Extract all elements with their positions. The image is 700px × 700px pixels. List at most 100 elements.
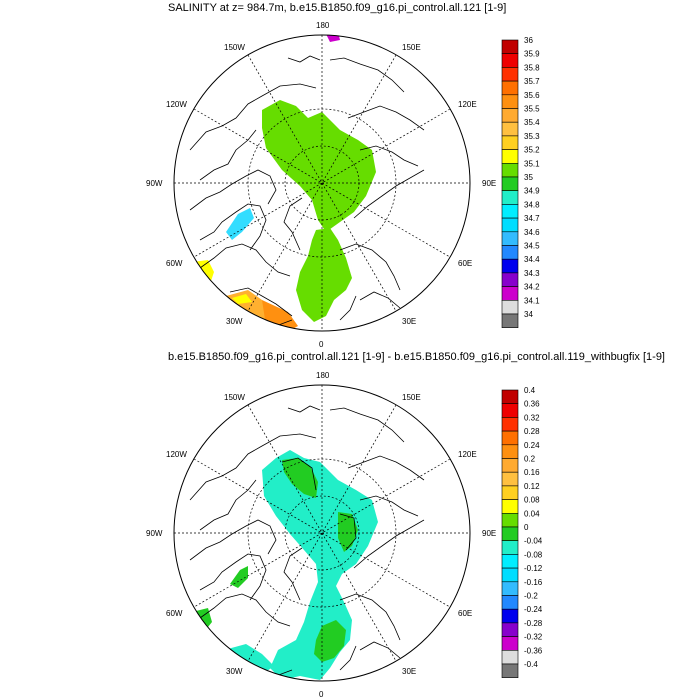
colorbar-swatch xyxy=(501,403,519,418)
colorbar-label: -0.24 xyxy=(524,605,543,614)
colorbar-swatch xyxy=(501,444,519,459)
colorbar-swatch xyxy=(501,417,519,432)
longitude-labels: 180 150W 150E 120W 120E 90W 90E 60W 60E … xyxy=(146,371,496,699)
north-atlantic-field-b xyxy=(262,300,298,331)
graticule xyxy=(174,385,470,681)
colorbar-label: 34.3 xyxy=(524,269,540,278)
colorbar-label: 0.12 xyxy=(524,482,540,491)
colorbar-swatch xyxy=(501,149,519,164)
colorbar-swatch xyxy=(501,649,519,665)
colorbar-label: -0.08 xyxy=(524,550,543,559)
colorbar-swatch xyxy=(501,499,519,514)
colorbar-swatch xyxy=(501,299,519,315)
colorbar-swatch xyxy=(501,258,519,274)
colorbar-swatch xyxy=(501,485,519,500)
colorbar-swatch xyxy=(501,245,519,260)
labrador-field xyxy=(192,260,214,286)
colorbar-label: 35.5 xyxy=(524,105,540,114)
lon-label-60e: 60E xyxy=(458,609,472,618)
colorbar-swatch xyxy=(501,622,519,637)
colorbar-label: 0.24 xyxy=(524,441,540,450)
colorbar-swatch xyxy=(501,53,519,68)
colorbar-label: 35.4 xyxy=(524,118,540,127)
baffin-bay-field xyxy=(226,208,254,240)
colorbar-label: -0.4 xyxy=(524,660,538,669)
colorbar-label: -0.04 xyxy=(524,537,543,546)
lon-label-90w: 90W xyxy=(146,529,163,538)
lon-label-120e: 120E xyxy=(458,100,477,109)
colorbar-label: 35.7 xyxy=(524,77,540,86)
map-title-difference: b.e15.B1850.f09_g16.pi_control.all.121 [… xyxy=(168,351,665,363)
lon-label-90e: 90E xyxy=(482,529,496,538)
colorbar-swatch xyxy=(501,389,519,404)
colorbar-label: 34.6 xyxy=(524,228,540,237)
colorbar-label: 34.5 xyxy=(524,242,540,251)
map-title-salinity: SALINITY at z= 984.7m, b.e15.B1850.f09_g… xyxy=(168,2,507,14)
colorbar-label: 0.36 xyxy=(524,400,540,409)
colorbar-label: -0.36 xyxy=(524,646,543,655)
colorbar-label: 0.28 xyxy=(524,427,540,436)
lon-label-90w: 90W xyxy=(146,179,163,188)
colorbar-label: 35.8 xyxy=(524,63,540,72)
colorbar-swatch xyxy=(501,272,519,287)
colorbar-swatch xyxy=(501,190,519,205)
lon-label-150w: 150W xyxy=(224,43,245,52)
colorbar-label: 34.1 xyxy=(524,296,540,305)
colorbar-label: 35.3 xyxy=(524,132,540,141)
colorbar-label: 34.4 xyxy=(524,255,540,264)
colorbar-label: 0.04 xyxy=(524,509,540,518)
baffin-positive-patch xyxy=(230,566,248,588)
colorbar-swatch xyxy=(501,513,519,528)
colorbar-swatch xyxy=(501,471,519,487)
lon-label-120e: 120E xyxy=(458,450,477,459)
colorbar-label: 35.1 xyxy=(524,159,540,168)
colorbar-swatch xyxy=(501,163,519,178)
colorbar-swatch xyxy=(501,67,519,82)
colorbar-label: -0.32 xyxy=(524,633,543,642)
colorbar-label: 0.08 xyxy=(524,496,540,505)
coastlines xyxy=(185,55,425,327)
lon-label-150e: 150E xyxy=(402,43,421,52)
colorbar-label: -0.16 xyxy=(524,578,543,587)
lon-label-60w: 60W xyxy=(166,609,183,618)
colorbar-label: 0.16 xyxy=(524,468,540,477)
colorbar-label: 35.9 xyxy=(524,50,540,59)
lon-label-120w: 120W xyxy=(166,450,187,459)
colorbar-label: 0 xyxy=(524,523,529,532)
colorbar-label: 35 xyxy=(524,173,533,182)
colorbar-swatch xyxy=(501,176,519,191)
colorbar-swatch xyxy=(501,135,519,150)
colorbar-swatch xyxy=(501,286,519,301)
colorbar-swatch xyxy=(501,567,519,583)
longitude-labels: 180 150W 150E 120W 120E 90W 90E 60W 60E … xyxy=(146,21,496,349)
colorbar-swatch xyxy=(501,554,519,569)
colorbar-swatch xyxy=(501,581,519,596)
colorbar-label: 0.2 xyxy=(524,455,536,464)
colorbar-swatch xyxy=(501,458,519,473)
colorbar-swatch xyxy=(501,313,519,328)
colorbar-swatch xyxy=(501,108,519,123)
colorbar-label: 34.9 xyxy=(524,187,540,196)
lon-label-60e: 60E xyxy=(458,259,472,268)
lon-label-30w: 30W xyxy=(226,667,243,676)
difference-map-panel: 180 150W 150E 120W 120E 90W 90E 60W 60E … xyxy=(146,371,543,699)
colorbar-swatch xyxy=(501,231,519,246)
colorbar-swatch xyxy=(501,430,519,446)
salinity-map-panel: 180 150W 150E 120W 120E 90W 90E 60W 60E … xyxy=(146,21,540,349)
colorbar-label: -0.2 xyxy=(524,592,538,601)
colorbar-label: 0.4 xyxy=(524,386,536,395)
colorbar-label: 34.7 xyxy=(524,214,540,223)
lon-label-0: 0 xyxy=(319,340,324,349)
colorbar-swatch xyxy=(501,595,519,610)
lon-label-30e: 30E xyxy=(402,317,416,326)
graticule xyxy=(174,35,470,331)
north-atlantic-field-c xyxy=(232,294,252,304)
lon-label-30w: 30W xyxy=(226,317,243,326)
colorbar-swatch xyxy=(501,121,519,137)
lon-label-120w: 120W xyxy=(166,100,187,109)
colorbar-label: 0.32 xyxy=(524,413,540,422)
colorbar-swatch xyxy=(501,217,519,233)
lon-label-180: 180 xyxy=(316,21,330,30)
lon-label-180: 180 xyxy=(316,371,330,380)
colorbar-label: 35.2 xyxy=(524,146,540,155)
